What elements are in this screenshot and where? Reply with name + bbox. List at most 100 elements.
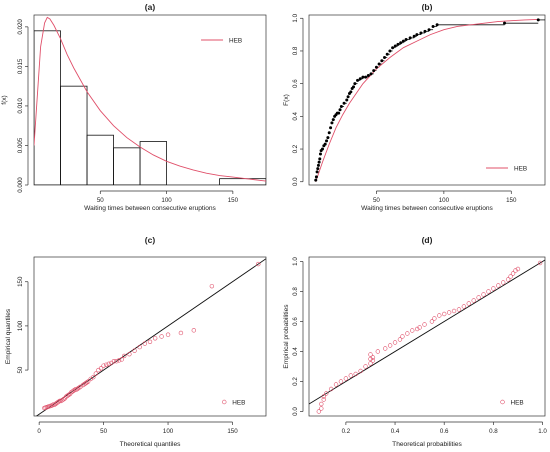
ecdf-point [317, 160, 321, 164]
qq-point [71, 388, 77, 393]
x-tick-label: 100 [163, 428, 174, 435]
ecdf-point [315, 170, 319, 174]
ecdf-point [408, 36, 412, 40]
x-tick-label: 50 [100, 428, 107, 435]
qq-point [137, 344, 142, 350]
qq-point [476, 295, 481, 300]
qq-point [510, 271, 516, 276]
qq-point [513, 268, 518, 273]
ecdf-point [412, 34, 416, 38]
reference-line [309, 259, 545, 405]
qq-point [57, 398, 62, 404]
y-tick-label: 1.0 [292, 257, 299, 266]
y-tick-label: 150 [17, 276, 24, 287]
qq-point [98, 366, 104, 371]
qq-point [324, 391, 329, 396]
qq-point [178, 330, 184, 336]
density-curve-heb [34, 16, 266, 182]
ecdf-point [325, 139, 329, 143]
y-axis-label: Empirical quantiles [5, 308, 12, 364]
ecdf-point [419, 31, 423, 35]
ecdf-point [366, 73, 370, 77]
histogram-bar [219, 178, 266, 185]
qq-point [466, 301, 471, 306]
plot-area [309, 259, 545, 414]
x-axis-label: Theoretical quantiles [120, 441, 182, 448]
y-tick-label: 0.015 [17, 58, 24, 74]
ecdf-point [503, 21, 507, 25]
x-tick-label: 0.4 [391, 428, 400, 435]
y-tick-label: 0.8 [292, 46, 299, 55]
cdf-curve-heb [315, 18, 539, 182]
ecdf-point [374, 65, 378, 69]
legend-swatch [500, 399, 505, 405]
qq-point [101, 363, 106, 368]
qq-point [56, 399, 61, 405]
legend-swatch [222, 399, 227, 405]
qq-point [256, 261, 261, 267]
plot-area [34, 16, 266, 185]
histogram-bar [86, 134, 114, 185]
ecdf-point [377, 62, 381, 66]
ecdf-point [396, 42, 400, 46]
qq-point [442, 311, 447, 317]
x-axis-label: Waiting times between consecutive erupti… [361, 205, 493, 212]
qq-point [410, 328, 415, 333]
qq-point [508, 274, 513, 279]
ecdf-point [337, 111, 341, 115]
y-tick-label: 0.2 [292, 144, 299, 153]
histogram-bar [60, 85, 88, 185]
qq-point [127, 351, 132, 357]
qq-point [358, 368, 363, 374]
y-tick-label: 0.4 [292, 347, 299, 356]
qq-point [429, 319, 435, 324]
y-tick-label: 50 [17, 366, 24, 373]
qq-point [51, 402, 56, 407]
qq-point [73, 387, 78, 392]
ecdf-point [385, 52, 389, 56]
qq-point [152, 336, 158, 341]
histogram-bar [34, 30, 61, 185]
qq-point [338, 379, 344, 384]
ecdf-point [342, 101, 346, 105]
qq-point [321, 397, 326, 402]
qq-point [106, 361, 111, 367]
ecdf-point [331, 118, 335, 122]
histogram-bar [113, 147, 141, 185]
ecdf-point [329, 126, 333, 130]
ecdf-point [314, 175, 318, 179]
ecdf-point [358, 77, 362, 81]
qq-point [486, 289, 491, 294]
y-axis-label: f(x) [1, 95, 8, 105]
ecdf-point [338, 108, 342, 112]
legend-label: HEB [511, 399, 524, 406]
qq-point [432, 316, 437, 321]
y-tick-label: 0.0 [292, 407, 299, 416]
x-tick-label: 100 [161, 197, 172, 204]
ecdf-point [393, 44, 397, 48]
qq-point [353, 371, 358, 377]
legend: HEB [222, 399, 245, 406]
qq-point [387, 343, 393, 348]
ecdf-point [388, 49, 392, 53]
ecdf-point [369, 72, 373, 76]
ecdf-point [353, 82, 357, 86]
legend-label: HEB [232, 399, 245, 406]
ecdf-point [431, 24, 435, 28]
legend: HEB [486, 165, 527, 172]
y-tick-label: 0.020 [17, 19, 24, 35]
ecdf-point [314, 178, 318, 182]
qq-point [368, 352, 373, 357]
qq-point [119, 357, 124, 362]
qq-point [103, 362, 109, 367]
ecdf-point [326, 136, 330, 140]
ecdf-point [427, 28, 431, 32]
x-tick-label: 0.6 [440, 428, 449, 435]
y-tick-label: 0.005 [17, 137, 24, 153]
qq-point [84, 380, 90, 385]
qq-point [491, 286, 496, 291]
ecdf-point [536, 18, 540, 22]
ecdf-point [330, 121, 334, 125]
x-tick-label: 0 [37, 428, 41, 435]
ecdf-point [399, 41, 403, 45]
